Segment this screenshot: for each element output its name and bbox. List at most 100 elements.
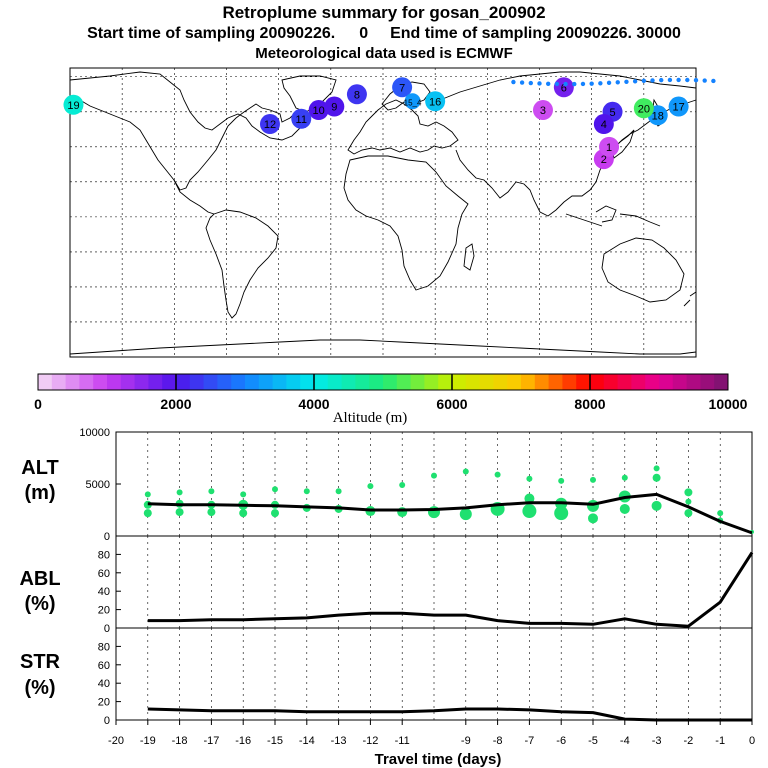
panel-series-lines bbox=[147, 492, 754, 722]
indonesia-coast bbox=[565, 205, 661, 227]
alt-scatter-point bbox=[522, 504, 537, 519]
colorbar-segment bbox=[714, 374, 729, 390]
y-tick-label: 5000 bbox=[86, 479, 110, 491]
map-marker-20 bbox=[633, 98, 654, 119]
alt-scatter-point bbox=[240, 491, 247, 498]
plume-track-point bbox=[545, 81, 551, 86]
start-time-label: Start time of sampling 20090226. bbox=[87, 25, 336, 42]
colorbar-segment bbox=[493, 374, 508, 390]
plume-track-point bbox=[580, 81, 586, 87]
map-marker-10 bbox=[308, 100, 329, 121]
plume-track-point bbox=[519, 80, 525, 85]
x-tick-label: -1 bbox=[715, 735, 725, 747]
x-tick-label: -13 bbox=[331, 735, 347, 747]
alt-panel-unit: (m) bbox=[24, 482, 55, 504]
colorbar-segment bbox=[203, 374, 218, 390]
colorbar-segment bbox=[383, 374, 398, 390]
x-tick-label: -8 bbox=[493, 735, 503, 747]
colorbar-border bbox=[37, 373, 729, 391]
start-hour: 0 bbox=[359, 25, 369, 42]
map-marker-label-12: 12 bbox=[264, 119, 276, 131]
colorbar-segment bbox=[479, 374, 494, 390]
alt-scatter-point bbox=[685, 498, 692, 505]
y-tick-label: 0 bbox=[104, 531, 110, 543]
map-marker-label-19: 19 bbox=[67, 100, 79, 112]
central-america-coast bbox=[173, 179, 215, 215]
colorbar-segment bbox=[424, 374, 439, 390]
world-map: 7 8 9 10 11 12 15_4 16 54 2 3 6 1 17 18 19 20 bbox=[63, 67, 716, 358]
new-zealand-coast bbox=[683, 291, 697, 307]
abl-panel-unit: (%) bbox=[24, 593, 55, 615]
antarctica-coast bbox=[69, 339, 697, 355]
colorbar-label: Altitude (m) bbox=[333, 410, 408, 426]
alt-scatter-point bbox=[239, 509, 248, 518]
map-marker-label-3: 3 bbox=[540, 105, 546, 117]
alt-scatter-point bbox=[717, 510, 724, 517]
end-time-label: End time of sampling 20090226. 30000 bbox=[390, 25, 681, 42]
alt-scatter-point bbox=[587, 499, 599, 512]
x-tick-label: -4 bbox=[620, 735, 630, 747]
colorbar-segment bbox=[645, 374, 660, 390]
y-tick-label: 80 bbox=[98, 549, 110, 561]
plume-track-point bbox=[511, 79, 516, 85]
colorbar-tick-label: 2000 bbox=[160, 396, 191, 412]
sampling-times: Start time of sampling 20090226. 0 End tim… bbox=[0, 25, 768, 43]
y-tick-label: 40 bbox=[98, 678, 110, 690]
met-data-label: Meteorological data used is ECMWF bbox=[255, 45, 513, 62]
colorbar-segment bbox=[465, 374, 480, 390]
alt-scatter-point bbox=[208, 488, 215, 495]
plume-track-point bbox=[537, 81, 542, 86]
plume-track-point bbox=[685, 77, 690, 83]
y-tick-label: 0 bbox=[104, 623, 110, 635]
colorbar-segment bbox=[617, 374, 632, 390]
alt-scatter-point bbox=[524, 493, 535, 504]
x-tick-label: -7 bbox=[525, 735, 535, 747]
y-tick-label: 60 bbox=[98, 568, 110, 580]
y-tick-label: 10000 bbox=[79, 427, 110, 439]
alt-scatter-point bbox=[431, 472, 437, 479]
colorbar-segment bbox=[576, 374, 591, 390]
x-axis-label: Travel time (days) bbox=[375, 751, 502, 768]
map-marker-11 bbox=[291, 108, 312, 129]
colorbar-tick-label: 0 bbox=[34, 396, 42, 412]
abl-panel-label: ABL bbox=[19, 568, 60, 590]
colorbar-tick-label: 10000 bbox=[709, 396, 748, 412]
colorbar-segment bbox=[672, 374, 687, 390]
colorbar-segment bbox=[65, 374, 80, 390]
alt-scatter-point bbox=[367, 483, 374, 490]
plume-track-point bbox=[632, 79, 638, 84]
colorbar-segment bbox=[548, 374, 563, 390]
alt-scatter-point bbox=[303, 488, 310, 495]
map-marker-label-1: 1 bbox=[606, 142, 612, 154]
alt-scatter-point bbox=[399, 482, 406, 489]
map-marker-7 bbox=[392, 77, 413, 98]
colorbar-segment bbox=[286, 374, 301, 390]
colorbar-segment bbox=[562, 374, 577, 390]
x-tick-label: -6 bbox=[556, 735, 566, 747]
map-marker-label-20: 20 bbox=[638, 103, 650, 115]
alt-scatter-point bbox=[459, 508, 472, 521]
map-marker-4 bbox=[593, 114, 614, 135]
y-tick-label: 20 bbox=[98, 605, 110, 617]
alt-scatter-point bbox=[526, 475, 533, 482]
asia-coast bbox=[439, 71, 697, 217]
colorbar-segment bbox=[300, 374, 315, 390]
colorbar-segment bbox=[38, 374, 53, 390]
x-tick-label: -20 bbox=[108, 735, 124, 747]
plume-track-point bbox=[615, 80, 620, 85]
plume-track-point bbox=[641, 78, 647, 84]
colorbar-segment bbox=[700, 374, 715, 390]
colorbar-segment bbox=[686, 374, 701, 390]
map-marker-19 bbox=[63, 94, 84, 115]
colorbar-segment bbox=[217, 374, 232, 390]
y-tick-label: 60 bbox=[98, 660, 110, 672]
colorbar-segment bbox=[534, 374, 549, 390]
colorbar-segment bbox=[107, 374, 122, 390]
alt-scatter-point bbox=[144, 491, 151, 498]
x-tick-label: 0 bbox=[749, 735, 755, 747]
plume-track-point bbox=[676, 77, 681, 83]
colorbar-segment bbox=[79, 374, 94, 390]
alt-scatter-point bbox=[558, 477, 565, 484]
australia-coast bbox=[601, 237, 685, 303]
map-marker-label-11: 11 bbox=[296, 114, 307, 126]
